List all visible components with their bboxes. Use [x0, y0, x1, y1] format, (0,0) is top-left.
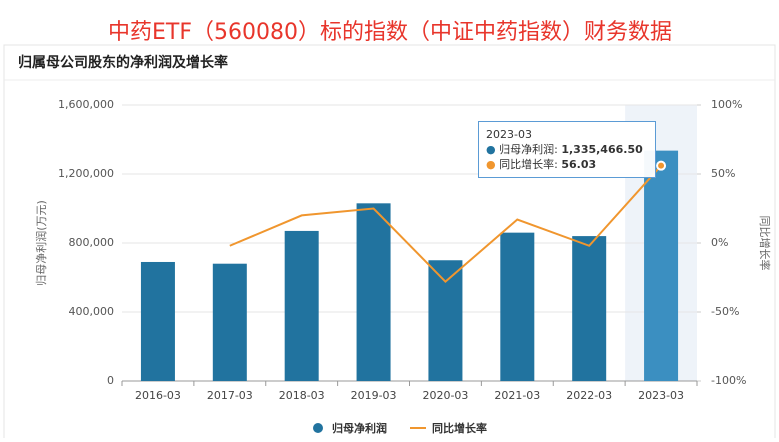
y-tick-label: 0	[107, 374, 114, 387]
bar	[500, 232, 535, 381]
bar	[284, 230, 319, 381]
x-tick-label: 2022-03	[566, 389, 612, 402]
line	[229, 165, 662, 284]
bar	[644, 150, 679, 381]
page-title: 中药ETF（560080）标的指数（中证中药指数）财务数据	[108, 20, 672, 45]
bar	[212, 263, 247, 381]
x-tick-label: 2017-03	[207, 389, 253, 402]
y2-tick-label: 50%	[711, 167, 735, 180]
x-tick-label: 2023-03	[638, 389, 684, 402]
tooltip: 2023-03 ● 归母净利润 1,335,466.50 ● 同比增长率 56.…	[478, 121, 656, 178]
x-tick-label: 2019-03	[351, 389, 397, 402]
legend-label: 同比增长率	[432, 421, 487, 435]
y-tick-label: 400,000	[69, 305, 115, 318]
dot: ●	[486, 158, 496, 171]
tooltip-series-name: 同比增长率	[499, 158, 558, 171]
tooltip-series-name: 归母净利润	[499, 143, 558, 156]
bar	[572, 236, 607, 381]
bar	[428, 260, 463, 381]
y-tick-label: 1,600,000	[58, 98, 114, 111]
plot: 0 400,000 800,000 1,200,000 1,600,000 -100% -5…	[58, 98, 746, 435]
tooltip-value: 1,335,466.50	[561, 143, 643, 156]
y-tick-label: 1,200,000	[58, 167, 114, 180]
y2-tick-label: -100%	[711, 374, 746, 387]
tooltip-title: 2023-03	[486, 128, 532, 141]
y2-tick-label: 100%	[711, 98, 742, 111]
y2-tick-label: -50%	[711, 305, 739, 318]
tooltip-row: ● 同比增长率 56.03	[486, 157, 648, 172]
y2-tick-label: 0%	[711, 236, 728, 249]
y-tick-label: 800,000	[69, 236, 115, 249]
bar	[140, 261, 175, 381]
chart-title: 归属母公司股东的净利润及增长率	[18, 54, 228, 71]
point	[656, 160, 667, 171]
tooltip-value: 56.03	[561, 158, 597, 171]
y-axis-label: 归母净利润(万元)	[34, 200, 48, 286]
x-tick-label: 2020-03	[422, 389, 468, 402]
tooltip-row: ● 归母净利润 1,335,466.50	[486, 142, 648, 157]
x-tick-label: 2016-03	[135, 389, 181, 402]
legend-label: 归母净利润	[332, 421, 387, 435]
dot: ●	[486, 143, 496, 156]
legend-marker	[313, 423, 323, 433]
x-tick-label: 2018-03	[279, 389, 325, 402]
x-tick-label: 2021-03	[494, 389, 540, 402]
y2-axis-label: 同比增长率	[758, 216, 772, 271]
bar	[356, 203, 391, 381]
